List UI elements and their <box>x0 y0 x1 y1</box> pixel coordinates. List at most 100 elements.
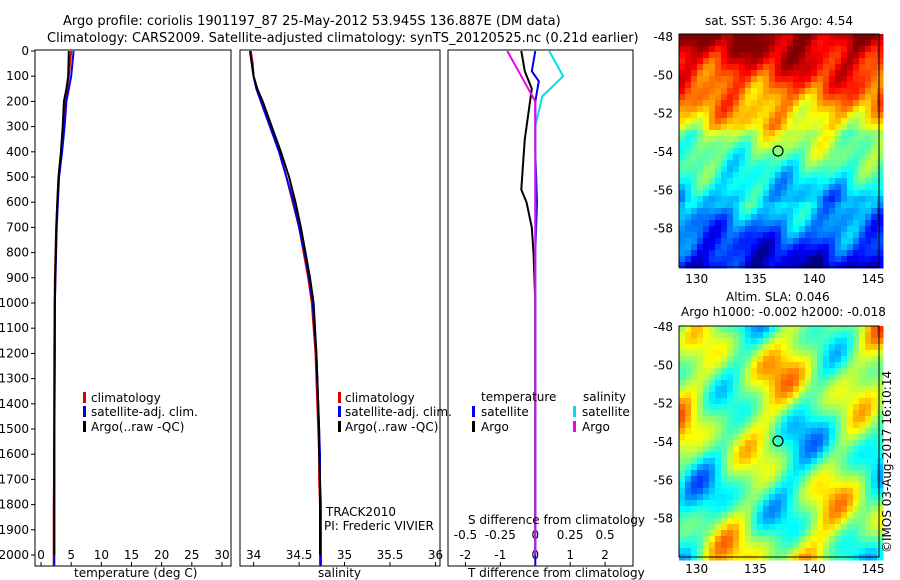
heatmap-cell <box>727 214 734 221</box>
heatmap-cell <box>769 178 776 185</box>
heatmap-cell <box>721 350 728 357</box>
heatmap-cell <box>811 488 818 495</box>
heatmap-cell <box>859 482 866 489</box>
heatmap-cell <box>859 380 866 387</box>
heatmap-cell <box>823 124 830 131</box>
heatmap-cell <box>793 356 800 363</box>
heatmap-cell <box>763 386 770 393</box>
heatmap-cell <box>691 112 698 119</box>
heatmap-cell <box>865 106 872 113</box>
heatmap-cell <box>703 368 710 375</box>
heatmap-cell <box>769 232 776 239</box>
heatmap-cell <box>733 148 740 155</box>
heatmap-cell <box>757 536 764 543</box>
heatmap-cell <box>847 422 854 429</box>
heatmap-cell <box>781 154 788 161</box>
heatmap-cell <box>877 434 884 441</box>
heatmap-cell <box>775 190 782 197</box>
heatmap-cell <box>877 262 884 269</box>
heatmap-cell <box>841 70 848 77</box>
heatmap-cell <box>853 548 860 555</box>
heatmap-cell <box>805 452 812 459</box>
heatmap-cell <box>769 470 776 477</box>
heatmap-cell <box>685 184 692 191</box>
heatmap-cell <box>727 494 734 501</box>
heatmap-cell <box>859 422 866 429</box>
heatmap-cell <box>709 368 716 375</box>
heatmap-cell <box>691 226 698 233</box>
heatmap-cell <box>787 446 794 453</box>
heatmap-cell <box>835 446 842 453</box>
heatmap-cell <box>697 40 704 47</box>
heatmap-cell <box>871 178 878 185</box>
heatmap-cell <box>793 416 800 423</box>
heatmap-cell <box>739 238 746 245</box>
heatmap-cell <box>853 52 860 59</box>
heatmap-cell <box>877 368 884 375</box>
heatmap-cell <box>703 326 710 333</box>
heatmap-cell <box>733 398 740 405</box>
heatmap-cell <box>727 40 734 47</box>
heatmap-cell <box>799 256 806 263</box>
heatmap-cell <box>757 344 764 351</box>
heatmap-cell <box>709 416 716 423</box>
heatmap-cell <box>799 106 806 113</box>
heatmap-cell <box>877 392 884 399</box>
heatmap-cell <box>703 434 710 441</box>
heatmap-cell <box>679 482 686 489</box>
heatmap-cell <box>829 500 836 507</box>
heatmap-cell <box>805 434 812 441</box>
heatmap-cell <box>853 374 860 381</box>
heatmap-cell <box>793 244 800 251</box>
heatmap-cell <box>877 428 884 435</box>
heatmap-cell <box>829 34 836 41</box>
heatmap-cell <box>703 506 710 513</box>
heatmap-cell <box>835 52 842 59</box>
heatmap-cell <box>787 476 794 483</box>
heatmap-cell <box>703 380 710 387</box>
heatmap-cell <box>751 70 758 77</box>
heatmap-cell <box>757 58 764 65</box>
heatmap-cell <box>865 142 872 149</box>
heatmap-cell <box>859 166 866 173</box>
heatmap-cell <box>763 488 770 495</box>
heatmap-cell <box>739 52 746 59</box>
heatmap-cell <box>805 82 812 89</box>
heatmap-cell <box>763 548 770 555</box>
heatmap-cell <box>799 458 806 465</box>
heatmap-cell <box>739 94 746 101</box>
heatmap-cell <box>799 476 806 483</box>
heatmap-cell <box>781 232 788 239</box>
heatmap-cell <box>865 40 872 47</box>
heatmap-cell <box>745 226 752 233</box>
heatmap-cell <box>853 46 860 53</box>
heatmap-cell <box>817 124 824 131</box>
heatmap-cell <box>697 262 704 269</box>
heatmap-cell <box>775 500 782 507</box>
heatmap-cell <box>685 464 692 471</box>
heatmap-cell <box>835 506 842 513</box>
heatmap-cell <box>841 136 848 143</box>
legend-swatch-satellite <box>338 406 341 417</box>
heatmap-cell <box>799 506 806 513</box>
heatmap-cell <box>721 548 728 555</box>
heatmap-cell <box>721 404 728 411</box>
heatmap-cell <box>691 392 698 399</box>
heatmap-cell <box>703 196 710 203</box>
heatmap-cell <box>691 506 698 513</box>
depth-tick-label: 100 <box>6 69 29 83</box>
heatmap-cell <box>847 178 854 185</box>
sla-map-lat-ticks: -48-50-52-54-56-58 <box>653 320 673 526</box>
heatmap-cell <box>835 130 842 137</box>
heatmap-cell <box>787 226 794 233</box>
x-tick-label: 35.5 <box>377 548 404 562</box>
heatmap-cell <box>727 410 734 417</box>
heatmap-cell <box>751 482 758 489</box>
heatmap-cell <box>679 440 686 447</box>
heatmap-cell <box>853 344 860 351</box>
heatmap-cell <box>847 46 854 53</box>
heatmap-cell <box>817 82 824 89</box>
heatmap-cell <box>835 82 842 89</box>
heatmap-cell <box>817 256 824 263</box>
heatmap-cell <box>709 470 716 477</box>
